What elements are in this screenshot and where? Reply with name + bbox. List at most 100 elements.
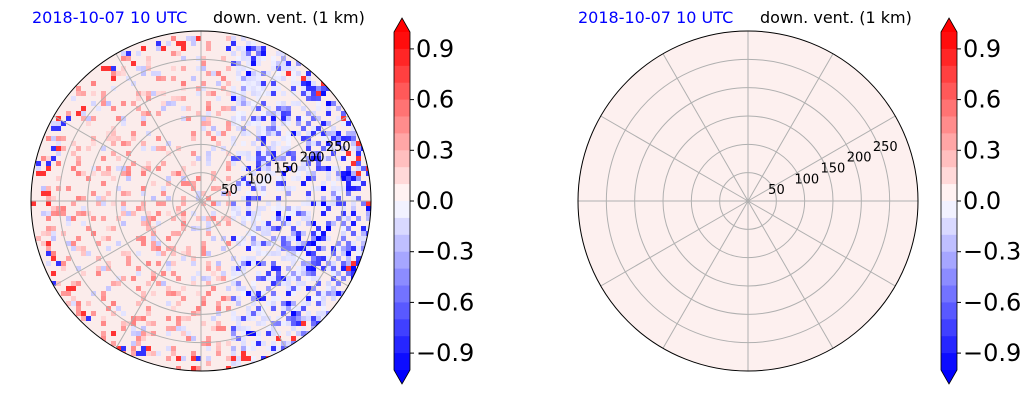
field-cell	[276, 336, 281, 341]
field-cell	[51, 271, 56, 276]
field-cell	[261, 221, 266, 226]
field-cell	[101, 156, 106, 161]
field-cell	[181, 171, 186, 176]
field-cell	[246, 86, 251, 91]
field-cell	[286, 306, 291, 311]
field-cell	[271, 261, 276, 266]
field-cell	[351, 271, 356, 276]
field-cell	[331, 131, 336, 136]
field-cell	[266, 146, 271, 151]
field-cell	[291, 176, 296, 181]
field-cell	[231, 201, 236, 206]
field-cell	[236, 326, 241, 331]
field-cell	[276, 176, 281, 181]
field-cell	[271, 66, 276, 71]
field-cell	[56, 136, 61, 141]
field-cell	[331, 196, 336, 201]
field-cell	[166, 356, 171, 361]
field-cell	[46, 161, 51, 166]
field-cell	[281, 346, 286, 351]
field-cell	[266, 231, 271, 236]
field-cell	[51, 231, 56, 236]
field-cell	[316, 96, 321, 101]
field-cell	[261, 241, 266, 246]
colorbar-tick-label: 0.9	[416, 35, 454, 63]
field-cell	[231, 106, 236, 111]
field-cell	[171, 326, 176, 331]
field-cell	[91, 81, 96, 86]
field-cell	[276, 86, 281, 91]
field-cell	[331, 126, 336, 131]
field-cell	[206, 346, 211, 351]
field-cell	[71, 96, 76, 101]
field-cell	[131, 346, 136, 351]
field-cell	[301, 231, 306, 236]
field-cell	[46, 216, 51, 221]
field-cell	[226, 106, 231, 111]
field-cell	[191, 366, 196, 371]
field-cell	[91, 116, 96, 121]
field-cell	[241, 356, 246, 361]
field-cell	[286, 236, 291, 241]
field-cell	[216, 276, 221, 281]
grid-spoke	[747, 53, 834, 202]
field-cell	[46, 261, 51, 266]
field-cell	[146, 281, 151, 286]
field-cell	[341, 236, 346, 241]
field-cell	[341, 156, 346, 161]
field-cell	[131, 211, 136, 216]
field-cell	[126, 191, 131, 196]
field-cell	[61, 291, 66, 296]
field-cell	[136, 236, 141, 241]
field-cell	[221, 106, 226, 111]
field-cell	[226, 296, 231, 301]
field-cell	[221, 86, 226, 91]
field-cell	[66, 186, 71, 191]
field-cell	[276, 276, 281, 281]
field-cell	[101, 196, 106, 201]
field-cell	[326, 226, 331, 231]
field-cell	[216, 306, 221, 311]
field-cell	[71, 301, 76, 306]
field-cell	[291, 76, 296, 81]
field-cell	[81, 271, 86, 276]
field-cell	[151, 231, 156, 236]
field-cell	[76, 311, 81, 316]
field-cell	[181, 211, 186, 216]
field-cell	[101, 216, 106, 221]
field-cell	[286, 331, 291, 336]
field-cell	[191, 181, 196, 186]
field-cell	[331, 181, 336, 186]
field-cell	[151, 276, 156, 281]
field-cell	[206, 336, 211, 341]
field-cell	[111, 131, 116, 136]
field-cell	[326, 281, 331, 286]
field-cell	[271, 291, 276, 296]
colorbar-tick-label: 0.9	[963, 35, 1001, 63]
field-cell	[166, 286, 171, 291]
field-cell	[61, 261, 66, 266]
field-cell	[266, 286, 271, 291]
field-cell	[301, 321, 306, 326]
field-cell	[241, 86, 246, 91]
field-cell	[271, 301, 276, 306]
field-cell	[321, 291, 326, 296]
field-cell	[266, 271, 271, 276]
field-cell	[241, 111, 246, 116]
field-cell	[356, 166, 361, 171]
field-cell	[56, 121, 61, 126]
field-cell	[301, 76, 306, 81]
field-cell	[256, 276, 261, 281]
field-cell	[146, 216, 151, 221]
field-cell	[311, 91, 316, 96]
field-cell	[306, 76, 311, 81]
field-cell	[346, 166, 351, 171]
field-cell	[241, 241, 246, 246]
field-cell	[46, 196, 51, 201]
field-cell	[106, 166, 111, 171]
field-cell	[241, 131, 246, 136]
field-cell	[271, 226, 276, 231]
field-cell	[131, 161, 136, 166]
field-cell	[161, 201, 166, 206]
field-cell	[271, 306, 276, 311]
